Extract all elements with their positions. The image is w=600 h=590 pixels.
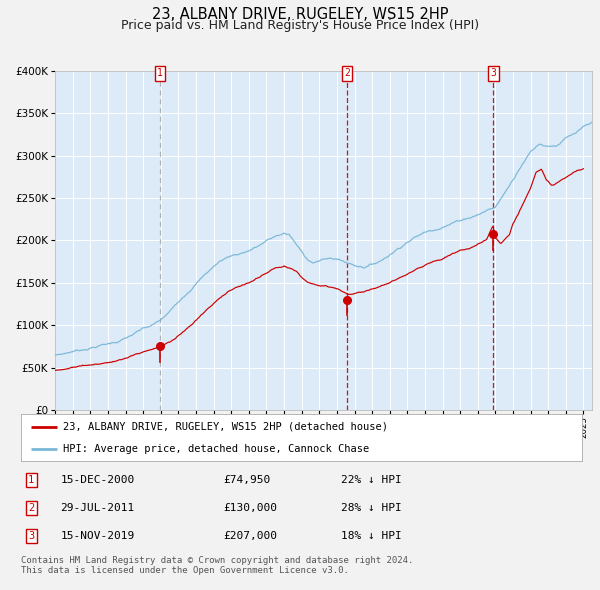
Text: £207,000: £207,000: [223, 531, 277, 541]
Text: 15-NOV-2019: 15-NOV-2019: [60, 531, 134, 541]
Text: 15-DEC-2000: 15-DEC-2000: [60, 475, 134, 485]
Text: 3: 3: [28, 531, 34, 541]
Text: 18% ↓ HPI: 18% ↓ HPI: [341, 531, 401, 541]
Text: Contains HM Land Registry data © Crown copyright and database right 2024.
This d: Contains HM Land Registry data © Crown c…: [21, 556, 413, 575]
Text: 2: 2: [28, 503, 34, 513]
Text: 3: 3: [490, 68, 496, 78]
Text: 1: 1: [157, 68, 163, 78]
Text: 23, ALBANY DRIVE, RUGELEY, WS15 2HP: 23, ALBANY DRIVE, RUGELEY, WS15 2HP: [152, 7, 448, 22]
Text: 28% ↓ HPI: 28% ↓ HPI: [341, 503, 401, 513]
Text: £74,950: £74,950: [223, 475, 270, 485]
Text: 23, ALBANY DRIVE, RUGELEY, WS15 2HP (detached house): 23, ALBANY DRIVE, RUGELEY, WS15 2HP (det…: [63, 422, 388, 432]
Text: 2: 2: [344, 68, 350, 78]
Text: 22% ↓ HPI: 22% ↓ HPI: [341, 475, 401, 485]
Text: £130,000: £130,000: [223, 503, 277, 513]
Text: 1: 1: [28, 475, 34, 485]
Text: HPI: Average price, detached house, Cannock Chase: HPI: Average price, detached house, Cann…: [63, 444, 370, 454]
Text: 29-JUL-2011: 29-JUL-2011: [60, 503, 134, 513]
Text: Price paid vs. HM Land Registry's House Price Index (HPI): Price paid vs. HM Land Registry's House …: [121, 19, 479, 32]
